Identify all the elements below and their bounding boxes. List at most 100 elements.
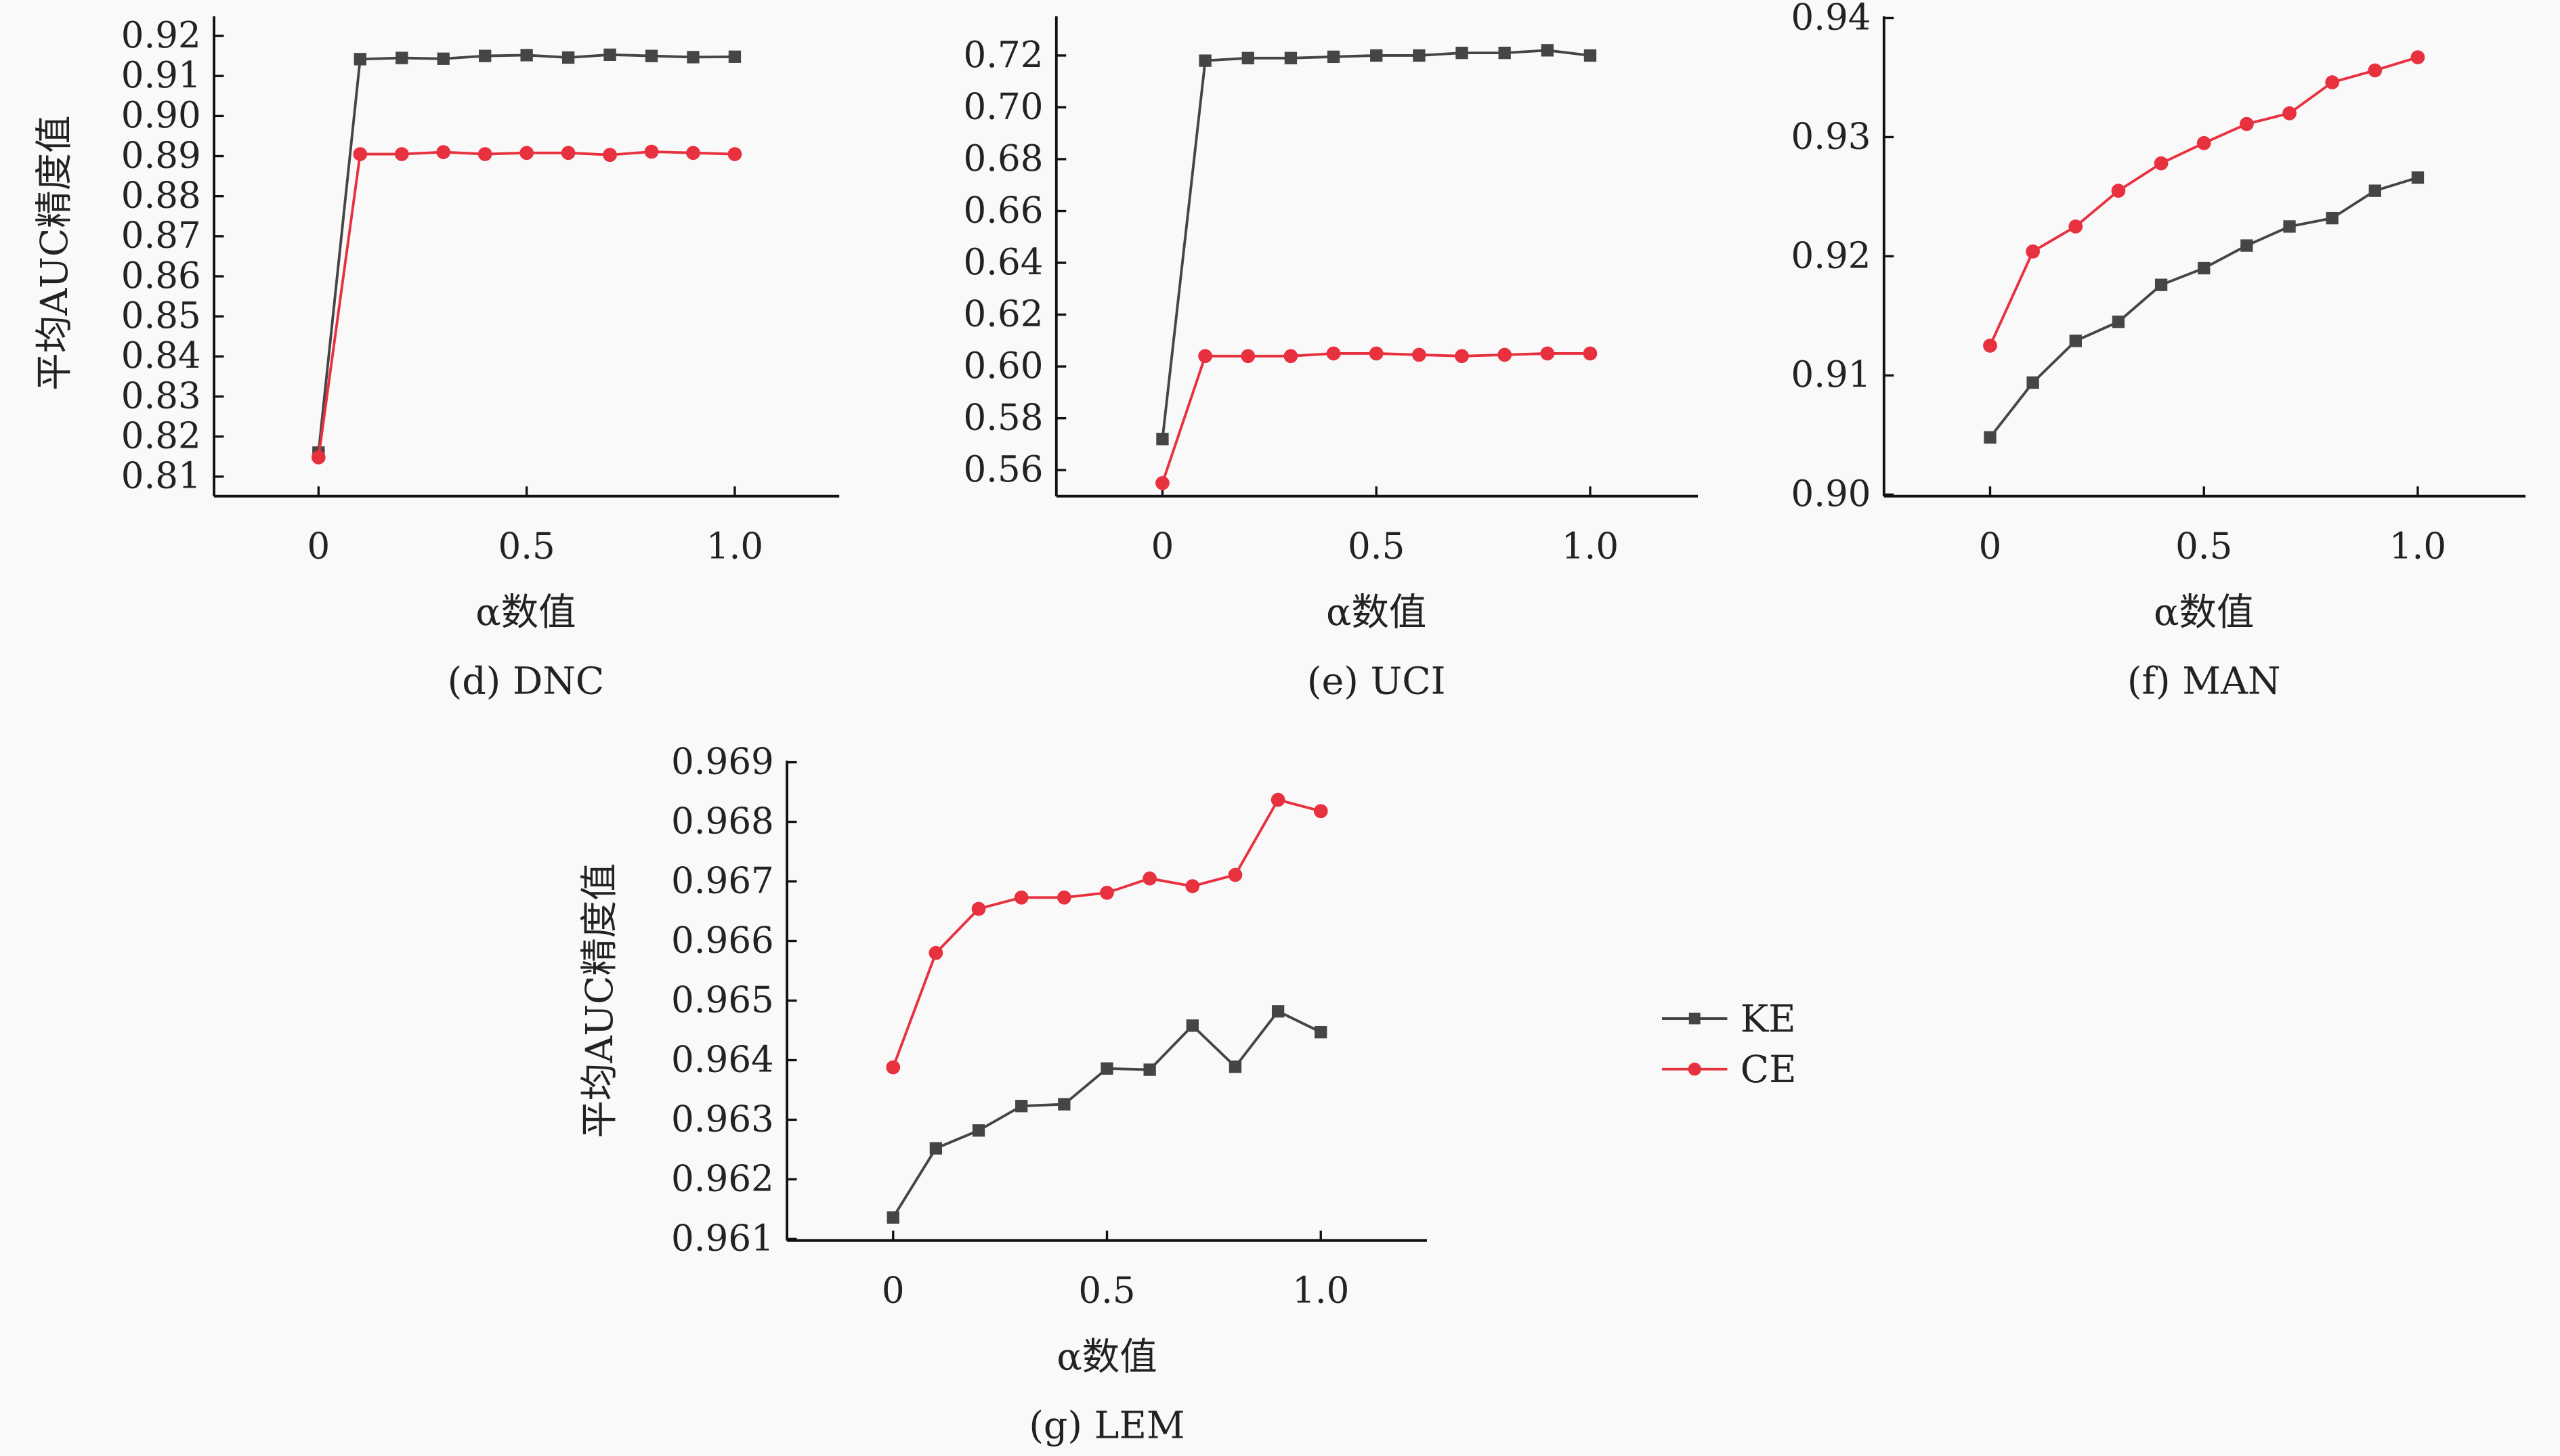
y-tick-label: 0.94 bbox=[1791, 0, 1871, 38]
x-tick-label: 0 bbox=[1979, 525, 2002, 567]
point-ce bbox=[2111, 184, 2126, 198]
point-ke bbox=[1498, 46, 1511, 60]
y-tick-label: 0.968 bbox=[671, 800, 774, 842]
point-ce bbox=[1228, 868, 1243, 882]
y-tick-label: 0.90 bbox=[121, 94, 201, 136]
point-ce bbox=[1540, 346, 1555, 361]
series-line-ke bbox=[1161, 49, 1591, 440]
x-tick-label: 0 bbox=[882, 1269, 905, 1311]
point-ke bbox=[1984, 431, 1997, 444]
point-ce bbox=[1497, 347, 1512, 362]
point-ce bbox=[2240, 116, 2254, 131]
y-tick-label: 0.66 bbox=[963, 189, 1043, 231]
point-ke bbox=[1156, 433, 1169, 446]
panel-caption: (g) LEM bbox=[1029, 1404, 1185, 1447]
y-tick-label: 0.85 bbox=[121, 295, 201, 337]
series-line-ke bbox=[1988, 176, 2418, 439]
point-ke bbox=[2368, 184, 2381, 197]
y-axis-label: 平均AUC精度值 bbox=[33, 115, 77, 390]
point-ce bbox=[394, 147, 409, 161]
point-ke bbox=[1186, 1019, 1199, 1032]
point-ce bbox=[1326, 346, 1341, 361]
point-ke bbox=[1370, 49, 1383, 62]
point-ke bbox=[437, 52, 450, 65]
x-axis-label: α数值 bbox=[1326, 591, 1426, 635]
y-tick-label: 0.91 bbox=[121, 54, 201, 96]
legend-ce-label: CE bbox=[1741, 1048, 1797, 1092]
point-ke bbox=[687, 51, 700, 64]
point-ke bbox=[2283, 220, 2296, 233]
y-tick-label: 0.88 bbox=[121, 175, 201, 217]
point-ce bbox=[1313, 804, 1328, 819]
point-ke bbox=[396, 51, 408, 64]
y-tick-label: 0.93 bbox=[1791, 115, 1871, 157]
point-ce bbox=[1369, 346, 1384, 361]
x-tick-label: 0.5 bbox=[2175, 525, 2232, 567]
y-tick-label: 0.961 bbox=[671, 1217, 774, 1259]
x-axis-label: α数值 bbox=[2154, 591, 2254, 635]
point-ke bbox=[1315, 1025, 1327, 1039]
series-line-ce bbox=[1988, 56, 2418, 347]
point-ce bbox=[1455, 349, 1469, 364]
y-tick-label: 0.72 bbox=[963, 34, 1043, 76]
x-tick-label: 1.0 bbox=[1292, 1269, 1349, 1311]
series-line-ce bbox=[1161, 352, 1590, 484]
y-tick-label: 0.68 bbox=[963, 137, 1043, 179]
point-ke bbox=[728, 50, 742, 63]
legend-ke-label: KE bbox=[1741, 998, 1796, 1041]
point-ke bbox=[2411, 171, 2425, 184]
point-ke bbox=[1455, 46, 1468, 60]
point-ke bbox=[354, 53, 366, 66]
x-tick-label: 0.5 bbox=[1348, 525, 1405, 567]
point-ce bbox=[686, 146, 700, 160]
panel-caption: (d) DNC bbox=[448, 660, 605, 703]
point-ke bbox=[520, 49, 533, 62]
x-axis-label: α数值 bbox=[1057, 1335, 1157, 1379]
y-tick-label: 0.84 bbox=[121, 335, 201, 377]
y-tick-label: 0.91 bbox=[1791, 354, 1871, 395]
point-ce bbox=[2026, 244, 2041, 259]
panel-caption: (f) MAN bbox=[2127, 660, 2281, 703]
x-tick-label: 1.0 bbox=[2389, 525, 2446, 567]
point-ce bbox=[477, 147, 492, 161]
point-ce bbox=[353, 147, 368, 161]
y-axis-label: 平均AUC精度值 bbox=[578, 863, 622, 1138]
y-tick-label: 0.83 bbox=[121, 374, 201, 416]
point-ce bbox=[727, 147, 742, 161]
point-ke bbox=[479, 49, 492, 62]
y-tick-label: 0.965 bbox=[671, 979, 774, 1021]
x-tick-label: 0 bbox=[307, 525, 330, 567]
point-ke bbox=[561, 51, 575, 64]
point-ke bbox=[603, 48, 616, 61]
legend-ke-marker bbox=[1688, 1012, 1701, 1025]
y-tick-label: 0.58 bbox=[963, 397, 1043, 439]
point-ce bbox=[2068, 219, 2083, 234]
legend-ce-marker bbox=[1688, 1063, 1701, 1076]
point-ke bbox=[1143, 1063, 1156, 1076]
series-line-ce bbox=[317, 150, 735, 458]
point-ce bbox=[1411, 347, 1426, 362]
point-ke bbox=[2069, 335, 2082, 347]
point-ke bbox=[2240, 239, 2253, 252]
point-ce bbox=[1983, 339, 1997, 353]
point-ke bbox=[929, 1142, 943, 1155]
y-tick-label: 0.962 bbox=[671, 1157, 774, 1199]
point-ce bbox=[603, 148, 617, 163]
legend: KE CE bbox=[1662, 998, 1797, 1092]
point-ke bbox=[1284, 51, 1298, 64]
y-tick-label: 0.963 bbox=[671, 1098, 774, 1140]
point-ce bbox=[1100, 885, 1114, 900]
x-tick-label: 0.5 bbox=[498, 525, 555, 567]
chart-panel-f-man: 0.90 0.91 0.92 0.93 0.94 0 0.5 1.0 α数值 (f) MAN bbox=[1791, 0, 2526, 703]
y-tick-label: 0.87 bbox=[121, 215, 201, 257]
point-ce bbox=[1014, 890, 1029, 905]
x-axis-label: α数值 bbox=[475, 591, 576, 635]
point-ke bbox=[645, 49, 658, 62]
point-ke bbox=[2154, 278, 2168, 291]
chart-panel-d-dnc: 0.810.820.830.840.850.860.870.880.890.90… bbox=[33, 14, 840, 703]
y-tick-label: 0.81 bbox=[121, 455, 201, 497]
point-ce bbox=[561, 146, 576, 160]
point-ke bbox=[2112, 316, 2125, 328]
point-ce bbox=[1143, 871, 1157, 886]
